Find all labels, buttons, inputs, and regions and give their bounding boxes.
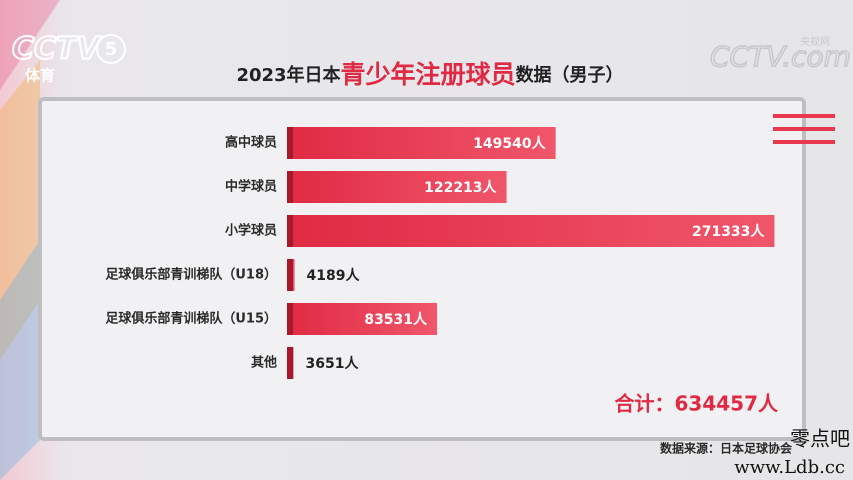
- value-label: 122213人: [424, 179, 497, 196]
- title-highlight: 青少年注册球员: [341, 60, 516, 89]
- bar-base: [287, 259, 293, 291]
- channel-name: 体育: [25, 67, 55, 85]
- value-label: 3651人: [306, 355, 360, 372]
- site: CCTV.com: [710, 40, 851, 73]
- category-label: 足球俱乐部青训梯队（U15）: [105, 311, 277, 327]
- watermark-url: www.Ldb.cc: [734, 457, 845, 478]
- category-label: 其他: [251, 355, 277, 371]
- channel-number: 5: [105, 39, 118, 60]
- title-part: 数据（男子）: [516, 64, 624, 86]
- bar-base: [287, 171, 293, 203]
- value-label: 4189人: [307, 267, 361, 284]
- value-label: 271333人: [692, 223, 765, 240]
- chart-title: 2023年日本青少年注册球员数据（男子）: [236, 60, 623, 89]
- channel: CCTV: [12, 32, 102, 67]
- site-name: 央视网: [800, 35, 830, 48]
- number-ring: [96, 34, 126, 64]
- title-part: 2023年日本: [236, 64, 340, 86]
- category-label: 中学球员: [225, 179, 277, 195]
- panel: [38, 97, 806, 441]
- category-label: 足球俱乐部青训梯队（U18）: [105, 267, 277, 283]
- decor: [0, 0, 60, 90]
- channel-logo: CCTV 5 体育: [11, 31, 126, 85]
- category-label: 高中球员: [225, 135, 277, 151]
- value-label: 83531人: [364, 311, 428, 328]
- value-label: 149540人: [473, 135, 546, 152]
- menu-icon: [773, 114, 835, 144]
- bar: [287, 171, 507, 203]
- decor: [0, 60, 40, 360]
- total: 合计：634457人: [615, 392, 779, 416]
- bar-base: [287, 303, 293, 335]
- bar: [287, 127, 556, 159]
- bar-base: [287, 215, 293, 247]
- bar-base: [287, 347, 293, 379]
- bar: [287, 303, 438, 335]
- bar-base: [287, 127, 293, 159]
- category-label: 小学球员: [225, 223, 277, 239]
- bar: [287, 215, 775, 247]
- site-logo: CCTV.com 央视网: [709, 35, 851, 74]
- source: 数据来源：日本足球协会: [660, 441, 793, 456]
- decor: [0, 240, 40, 480]
- watermark: 零点吧: [790, 427, 850, 451]
